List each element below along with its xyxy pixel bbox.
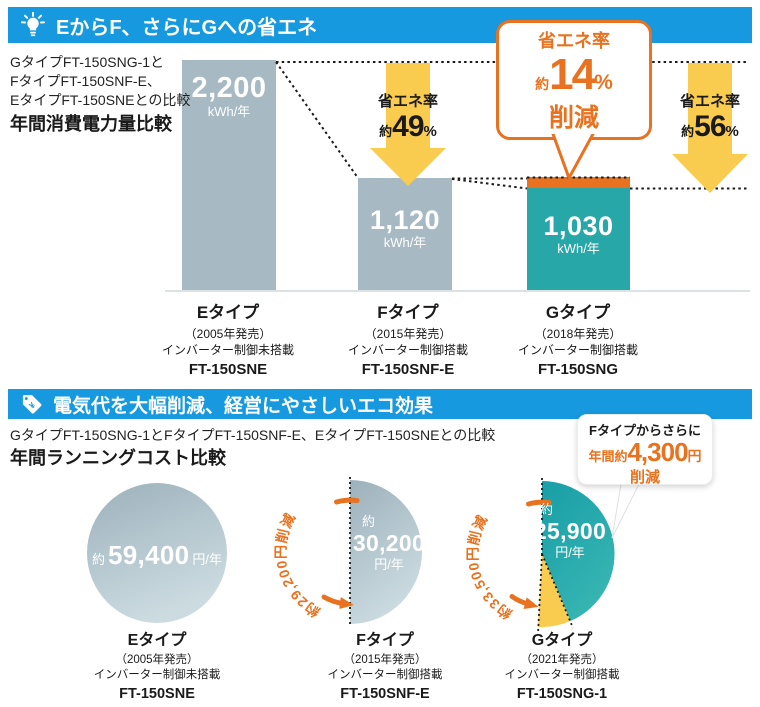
cost-g-type-label: Gタイプ （2021年発売） インバーター制御搭載 FT-150SNG-1: [504, 632, 620, 702]
reduction-arc-g-text: 約33,500円削減: [465, 512, 515, 622]
note-line: GタイプFT-150SNG-1と: [10, 54, 165, 70]
section1-compare-note: GタイプFT-150SNG-1と FタイプFT-150SNF-E、 EタイプFT…: [10, 53, 190, 110]
bar-g-value: 1,030 kWh/年: [543, 211, 614, 256]
bar-e-type: [182, 60, 276, 290]
note-line: EタイプFT-150SNEとの比較: [10, 92, 191, 108]
cost-e-value: 約 59,400 円/年: [92, 540, 222, 570]
bar-f-type-label: Fタイプ （2015年発売） インバーター制御搭載 FT-150SNF-E: [347, 303, 468, 378]
cost-wedge-g-extra-saving: [538, 554, 571, 628]
cost-f-value: 約 30,200 円/年: [352, 514, 426, 572]
bar-g-type: [527, 188, 630, 290]
savings-rate-56-label: 省エネ率 約 56%: [679, 93, 740, 143]
reduction-arc-f: 約29,200円削減: [273, 497, 360, 620]
reduction-arc-f-text: 約29,200円削減: [273, 510, 323, 620]
bar-e-type-label: Eタイプ （2005年発売） インバーター制御未搭載 FT-150SNE: [161, 303, 294, 378]
cost-f-type-label: Fタイプ （2015年発売） インバーター制御搭載 FT-150SNF-E: [327, 632, 443, 702]
section2-title: 年間ランニングコスト比較: [10, 448, 226, 468]
bar-f-type: [358, 178, 452, 290]
cost-g-value: 約 25,900 円/年: [533, 502, 607, 560]
savings-rate-14-callout: 省エネ率 約 14% 削減: [496, 20, 652, 140]
bar-g-orange-cap: [527, 177, 630, 188]
cost-e-type-label: Eタイプ （2005年発売） インバーター制御未搭載 FT-150SNE: [93, 632, 221, 702]
callout-tail: [611, 477, 643, 539]
savings-rate-49-label: 省エネ率 約 49%: [377, 93, 438, 143]
section1-title: 年間消費電力量比較: [10, 114, 172, 134]
section2-compare-note: GタイプFT-150SNG-1とFタイプFT-150SNF-E、EタイプFT-1…: [10, 427, 496, 443]
bar-e-value: 2,200 kWh/年: [191, 72, 267, 119]
extra-saving-callout: Fタイプからさらに 年間約 4,300 円 削減: [577, 414, 713, 486]
section2-header-title: 電気代を大幅削減、経営にやさしいエコ効果: [53, 395, 434, 417]
price-tag-icon: ¥: [22, 394, 42, 414]
note-line: FタイプFT-150SNF-E、: [10, 73, 161, 89]
bar-g-type-label: Gタイプ （2018年発売） インバーター制御搭載 FT-150SNG: [517, 303, 638, 378]
bar-f-value: 1,120 kWh/年: [369, 205, 441, 250]
section1-header-title: EからF、さらにGへの省エネ: [56, 16, 318, 39]
svg-text:¥: ¥: [27, 399, 37, 410]
lightbulb-icon: [20, 12, 46, 37]
